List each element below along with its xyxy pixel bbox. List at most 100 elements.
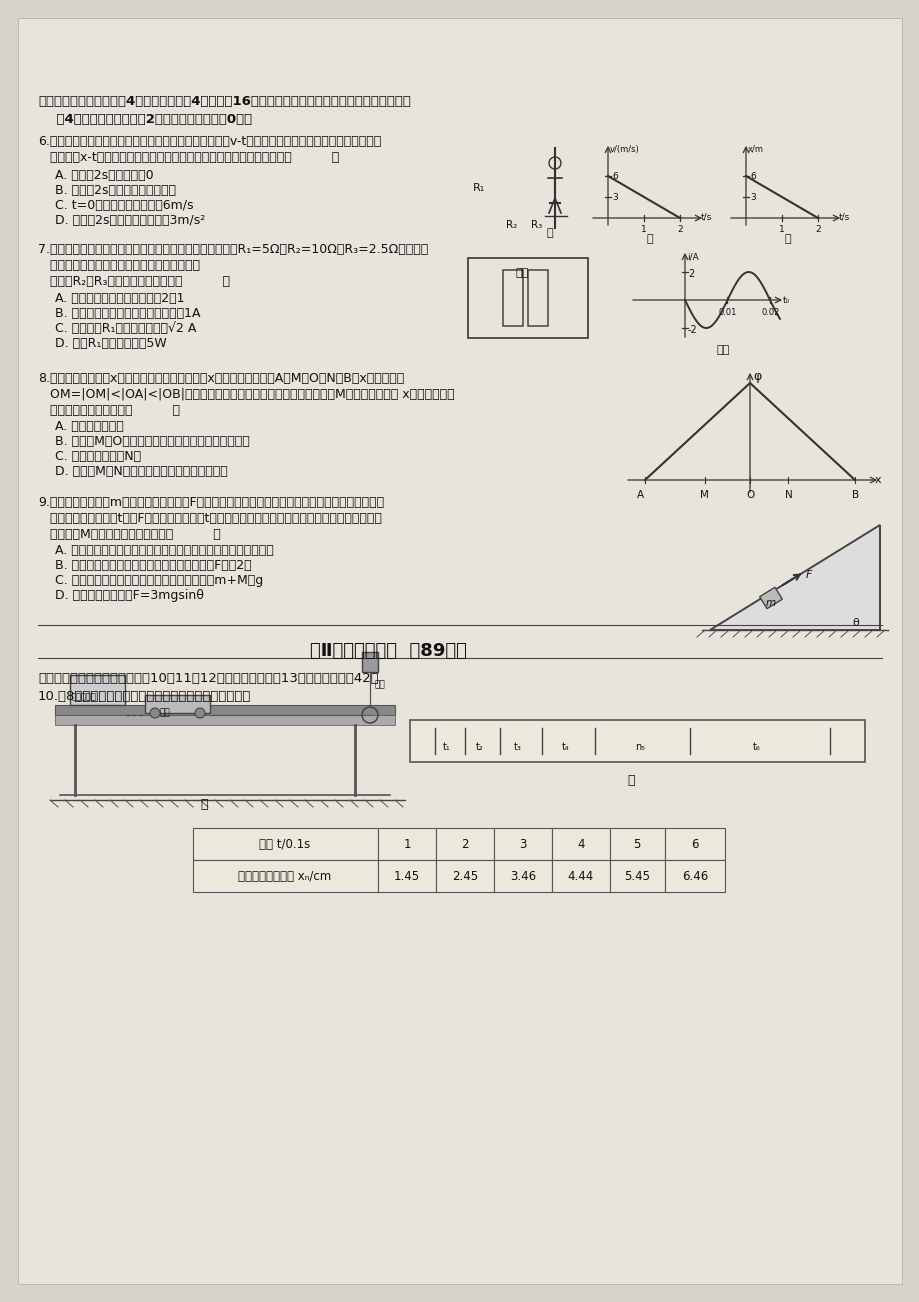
Text: 乙: 乙 (646, 234, 652, 243)
Text: t₁: t₁ (443, 742, 450, 753)
Text: 直线运动，经过时间t撤去F，物体又经过时间t返回斜面底端。在整个运动过程中，斜面始终静止，: 直线运动，经过时间t撤去F，物体又经过时间t返回斜面底端。在整个运动过程中，斜面… (38, 512, 381, 525)
Text: t₀: t₀ (782, 296, 789, 305)
Bar (528, 270, 548, 326)
Bar (551, 828, 609, 861)
Text: 3.46: 3.46 (509, 871, 536, 884)
Text: 相邻计数点的距离 xₙ/cm: 相邻计数点的距离 xₙ/cm (238, 871, 331, 884)
Text: 5.45: 5.45 (623, 871, 650, 884)
Text: 1: 1 (641, 225, 646, 234)
Text: 4: 4 (576, 838, 584, 852)
Text: R₁: R₁ (472, 184, 484, 193)
Bar (436, 861, 494, 892)
Text: 图乙: 图乙 (716, 345, 730, 355)
Text: OM=|OM|<|OA|<|OB|，一个带电粒子在电场中仅在电场力作用下从M点由静止开始沿 x轴向右运动，: OM=|OM|<|OA|<|OB|，一个带电粒子在电场中仅在电场力作用下从M点由… (38, 388, 454, 401)
Text: φ: φ (752, 370, 760, 383)
Text: 0.02: 0.02 (761, 309, 779, 316)
Text: t₆: t₆ (752, 742, 760, 753)
Bar (494, 861, 551, 892)
Text: 钉码: 钉码 (375, 680, 385, 689)
Bar (609, 828, 664, 861)
Text: 斜面质量M，则下列说法正确的是（          ）: 斜面质量M，则下列说法正确的是（ ） (38, 529, 221, 542)
Circle shape (195, 708, 205, 717)
Text: B. 物体返回斜面底端时的速度大小是撤去拉功F时的2倍: B. 物体返回斜面底端时的速度大小是撤去拉功F时的2倍 (55, 559, 252, 572)
Text: 2: 2 (687, 270, 694, 279)
Text: 知电阵R₂和R₃消耗的功率相等，则（          ）: 知电阵R₂和R₃消耗的功率相等，则（ ） (38, 275, 230, 288)
Text: t₂: t₂ (475, 742, 482, 753)
Text: 1: 1 (778, 225, 784, 234)
Text: F: F (805, 570, 811, 579)
Text: 第Ⅱ卷（非选择题  全89分）: 第Ⅱ卷（非选择题 全89分） (310, 642, 466, 660)
Bar (664, 828, 724, 861)
Text: 线圈的电流随时间的变化关系如图乙所示，已: 线圈的电流随时间的变化关系如图乙所示，已 (38, 259, 199, 272)
Text: C. 粒子一定能通过N点: C. 粒子一定能通过N点 (55, 450, 141, 464)
Text: 8.空间存在着平行于x轴方向的静电场，其电势随x的分布如图所示，A、M、O、N、B为x轴上的点，: 8.空间存在着平行于x轴方向的静电场，其电势随x的分布如图所示，A、M、O、N、… (38, 372, 403, 385)
Bar (378, 828, 436, 861)
Text: 6: 6 (611, 172, 617, 181)
Text: m: m (766, 598, 776, 608)
Bar (193, 861, 378, 892)
Text: C. 流过电阵R₁的电流有效値为√2 A: C. 流过电阵R₁的电流有效値为√2 A (55, 322, 196, 335)
Text: 面运动的x-t图象如图丙所示，若以地面为参考系，下列说法正确的是（          ）: 面运动的x-t图象如图丙所示，若以地面为参考系，下列说法正确的是（ ） (38, 151, 339, 164)
Bar (145, 695, 210, 713)
Bar (361, 652, 378, 672)
Text: D. 粒子从M向N运动过程中电势能先增大后减小: D. 粒子从M向N运动过程中电势能先增大后减小 (55, 465, 228, 478)
Text: M: M (699, 490, 709, 500)
Text: C. 物体下滑过程中，斜面对地面的压力小于（m+M）g: C. 物体下滑过程中，斜面对地面的压力小于（m+M）g (55, 574, 263, 587)
Text: R₃: R₃ (530, 220, 541, 230)
Text: 得4分，选对但不全的得2分，错选或不答的得0分。: 得4分，选对但不全的得2分，错选或不答的得0分。 (38, 113, 252, 126)
Text: 6: 6 (749, 172, 754, 181)
Text: 6: 6 (690, 838, 698, 852)
Text: 3: 3 (749, 193, 754, 202)
Text: B. 流过变压器原线圈的电流有效値为1A: B. 流过变压器原线圈的电流有效値为1A (55, 307, 200, 320)
Text: D. 物体开始所受拉功F=3mgsinθ: D. 物体开始所受拉功F=3mgsinθ (55, 589, 204, 602)
Text: 2: 2 (460, 838, 469, 852)
Text: A. 变压器原、副线圈的匠数比2：1: A. 变压器原、副线圈的匠数比2：1 (55, 292, 185, 305)
Text: C. t=0时猴子的速度大小为6m/s: C. t=0时猴子的速度大小为6m/s (55, 199, 193, 212)
Text: A. 猴子在2s时的速度为0: A. 猴子在2s时的速度为0 (55, 169, 153, 182)
Text: -2: -2 (687, 326, 697, 335)
Text: 0.01: 0.01 (719, 309, 736, 316)
Text: 4.44: 4.44 (567, 871, 594, 884)
Bar (664, 861, 724, 892)
Bar (503, 270, 522, 326)
Bar (759, 587, 781, 608)
Text: 时间 t/0.1s: 时间 t/0.1s (259, 838, 311, 852)
Text: t₃: t₃ (514, 742, 521, 753)
Text: 甲: 甲 (199, 798, 208, 811)
Text: A. 粒子一定带负电: A. 粒子一定带负电 (55, 421, 124, 434)
Text: n₅: n₅ (635, 742, 645, 753)
Text: t/s: t/s (838, 214, 849, 223)
Text: θ: θ (851, 618, 857, 628)
Text: 打点计时器: 打点计时器 (72, 691, 96, 700)
Bar (193, 828, 378, 861)
Text: A. 物体上滑和下滑过程中，斜面所受地面的摩擦力始终水平向左: A. 物体上滑和下滑过程中，斜面所受地面的摩擦力始终水平向左 (55, 544, 274, 557)
Bar (378, 861, 436, 892)
Bar (494, 828, 551, 861)
Text: x: x (874, 475, 880, 486)
Text: 7.在如图甲所示的电路中，变压器为理想变压器，定値电阵R₁=5Ω、R₂=10Ω、R₃=2.5Ω，流过副: 7.在如图甲所示的电路中，变压器为理想变压器，定値电阵R₁=5Ω、R₂=10Ω、… (38, 243, 427, 256)
Text: x/m: x/m (747, 145, 763, 154)
Text: 图甲: 图甲 (516, 268, 528, 279)
Text: i/A: i/A (686, 253, 698, 260)
Text: 甲: 甲 (547, 228, 553, 238)
Text: 2: 2 (814, 225, 820, 234)
Circle shape (150, 708, 160, 717)
Text: D. 猴子在2s内的加速度大小为3m/s²: D. 猴子在2s内的加速度大小为3m/s² (55, 214, 205, 227)
Bar (468, 258, 587, 339)
Text: A: A (636, 490, 643, 500)
Bar (609, 861, 664, 892)
Text: B: B (851, 490, 858, 500)
Text: R₂: R₂ (505, 220, 516, 230)
Text: 6.46: 6.46 (681, 871, 708, 884)
Text: 丙: 丙 (784, 234, 790, 243)
Text: B. 猴子在2s内做匀变速曲线运动: B. 猴子在2s内做匀变速曲线运动 (55, 184, 176, 197)
Text: B. 粒子从M向O运动过程中所受电场力随空间均匀增大: B. 粒子从M向O运动过程中所受电场力随空间均匀增大 (55, 435, 249, 448)
Text: 1: 1 (403, 838, 410, 852)
Text: O: O (745, 490, 754, 500)
Text: 3: 3 (611, 193, 617, 202)
Text: 则下列判断中正确的是（          ）: 则下列判断中正确的是（ ） (38, 404, 180, 417)
Bar (410, 720, 864, 762)
Text: 5: 5 (632, 838, 640, 852)
Text: 乙: 乙 (627, 773, 634, 786)
Text: t₄: t₄ (561, 742, 569, 753)
